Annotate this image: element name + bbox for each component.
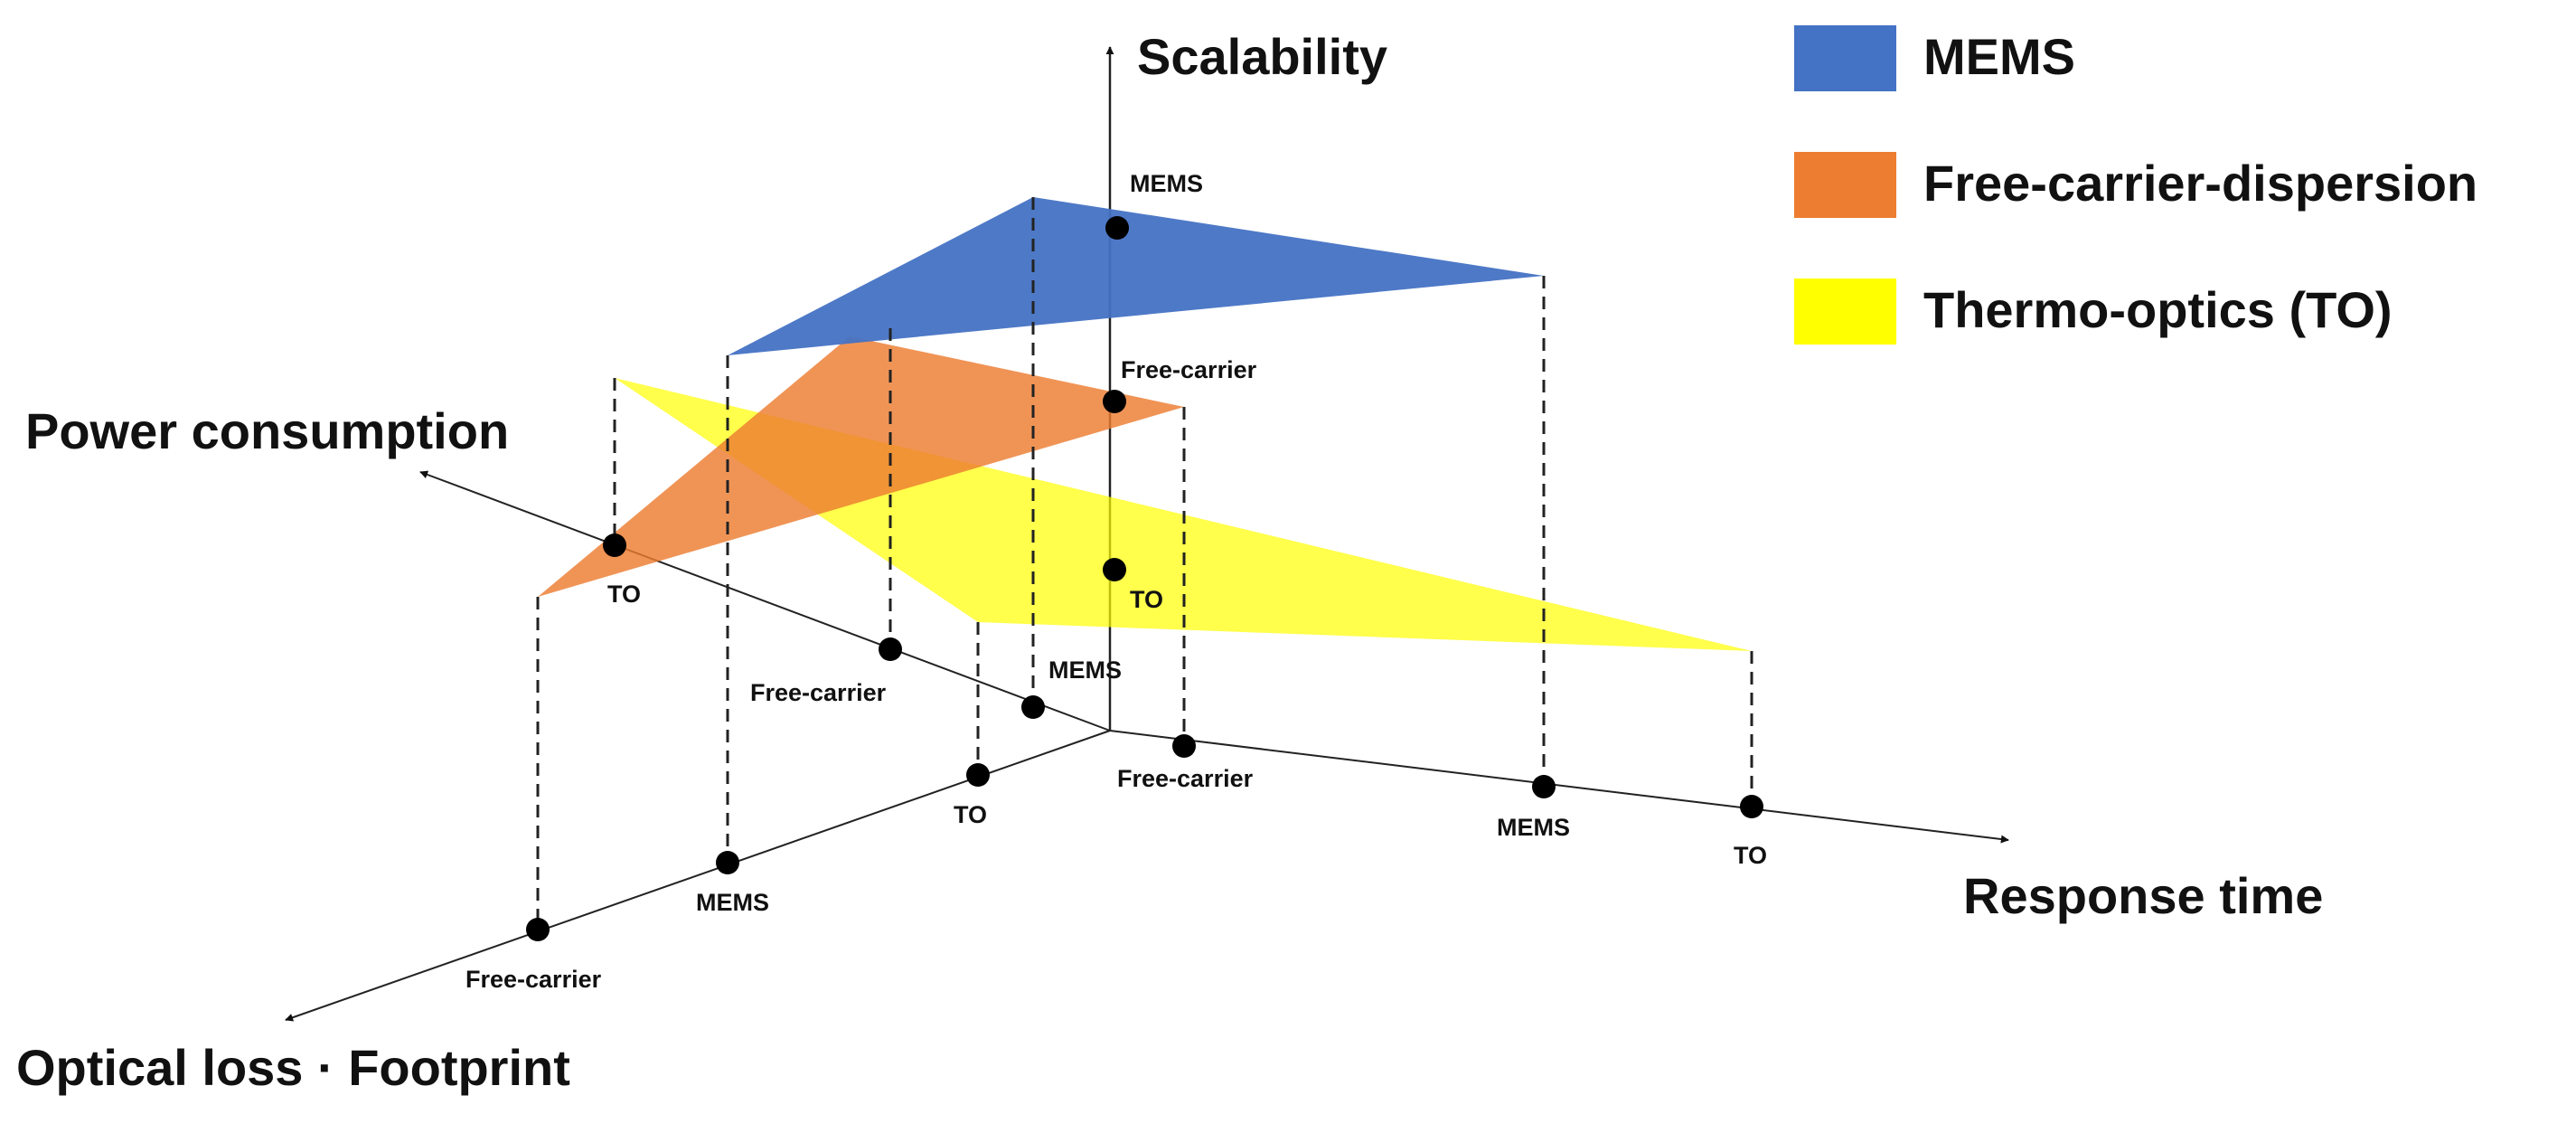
scalability-mems-label: MEMS <box>1130 170 1203 197</box>
scalability-to-label: TO <box>1130 586 1163 613</box>
legend-swatch-to <box>1794 279 1896 345</box>
optical-mems-label: MEMS <box>696 889 769 916</box>
power-mems-point <box>1021 695 1045 719</box>
response-time-axis <box>1109 730 2009 844</box>
projection-lines <box>536 197 1753 930</box>
optical-free-carrier-point <box>526 918 550 941</box>
free-carrier-plane <box>538 336 1184 597</box>
response-free-carrier-point <box>1172 734 1196 758</box>
scalability-to-point <box>1103 558 1126 581</box>
legend-swatch-free-carrier <box>1794 152 1896 218</box>
response-time-axis-title: Response time <box>1963 867 2323 924</box>
mems-plane <box>728 197 1544 355</box>
technology-planes <box>538 197 1752 651</box>
scalability-free-carrier-label: Free-carrier <box>1121 356 1257 383</box>
response-to-point <box>1740 795 1763 818</box>
power-consumption-axis-title: Power consumption <box>25 402 509 459</box>
response-to-label: TO <box>1734 842 1767 869</box>
optical-mems-point <box>716 851 739 874</box>
scalability-free-carrier-point <box>1103 390 1126 413</box>
power-to-point <box>603 533 626 557</box>
axis-points <box>526 216 1763 941</box>
axis-titles: Scalability Power consumption Response t… <box>16 28 2323 1096</box>
power-free-carrier-label: Free-carrier <box>750 679 887 706</box>
legend-label-free-carrier: Free-carrier-dispersion <box>1923 155 2477 212</box>
legend: MEMS Free-carrier-dispersion Thermo-opti… <box>1794 25 2477 345</box>
power-mems-label: MEMS <box>1048 656 1122 684</box>
response-mems-point <box>1532 775 1556 798</box>
optical-free-carrier-label: Free-carrier <box>465 966 602 993</box>
optical-to-label: TO <box>954 801 987 828</box>
legend-swatch-mems <box>1794 25 1896 91</box>
point-labels: MEMS Free-carrier TO TO Free-carrier MEM… <box>465 170 1767 993</box>
power-to-label: TO <box>607 581 641 608</box>
optical-to-point <box>966 763 990 787</box>
power-consumption-axis <box>419 470 1111 732</box>
legend-label-mems: MEMS <box>1923 28 2075 85</box>
legend-label-to: Thermo-optics (TO) <box>1923 281 2393 338</box>
optical-loss-footprint-axis-title: Optical loss · Footprint <box>16 1039 570 1096</box>
scalability-axis-title: Scalability <box>1137 28 1387 85</box>
response-mems-label: MEMS <box>1497 814 1570 841</box>
response-free-carrier-label: Free-carrier <box>1117 765 1254 792</box>
scalability-mems-point <box>1105 216 1129 240</box>
power-free-carrier-point <box>879 637 902 661</box>
